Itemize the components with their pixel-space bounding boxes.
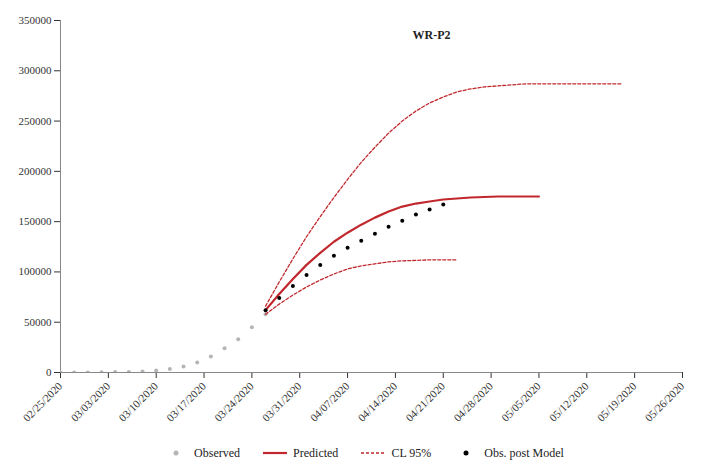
svg-text:03/17/2020: 03/17/2020 [164, 379, 208, 423]
svg-text:05/26/2020: 05/26/2020 [642, 379, 686, 423]
svg-text:05/19/2020: 05/19/2020 [595, 379, 639, 423]
html-text:Observed: Observed [194, 445, 240, 460]
svg-text:02/25/2020: 02/25/2020 [20, 379, 64, 423]
html-text:Predicted: Predicted [293, 445, 339, 460]
svg-text:0: 0 [46, 366, 52, 378]
svg-text:03/03/2020: 03/03/2020 [68, 379, 112, 423]
svg-text:04/07/2020: 04/07/2020 [308, 379, 352, 423]
svg-text:150000: 150000 [19, 215, 53, 227]
svg-text:200000: 200000 [19, 165, 53, 177]
svg-text:04/14/2020: 04/14/2020 [355, 379, 399, 423]
svg-text:350000: 350000 [19, 14, 53, 26]
svg-text:100000: 100000 [19, 265, 53, 277]
svg-text:03/24/2020: 03/24/2020 [212, 379, 256, 423]
svg-text:04/28/2020: 04/28/2020 [451, 379, 495, 423]
svg-text:300000: 300000 [19, 64, 53, 76]
svg-text:05/05/2020: 05/05/2020 [499, 379, 543, 423]
svg-text:04/21/2020: 04/21/2020 [403, 379, 447, 423]
html-text:CL 95%: CL 95% [391, 445, 432, 460]
svg-text:250000: 250000 [19, 115, 53, 127]
svg-text:50000: 50000 [24, 316, 52, 328]
html-text:Obs. post Model: Obs. post Model [484, 445, 564, 460]
svg-text:WR-P2: WR-P2 [413, 28, 451, 42]
svg-text:05/12/2020: 05/12/2020 [547, 379, 591, 423]
svg-text:03/31/2020: 03/31/2020 [260, 379, 304, 423]
svg-text:03/10/2020: 03/10/2020 [116, 379, 160, 423]
